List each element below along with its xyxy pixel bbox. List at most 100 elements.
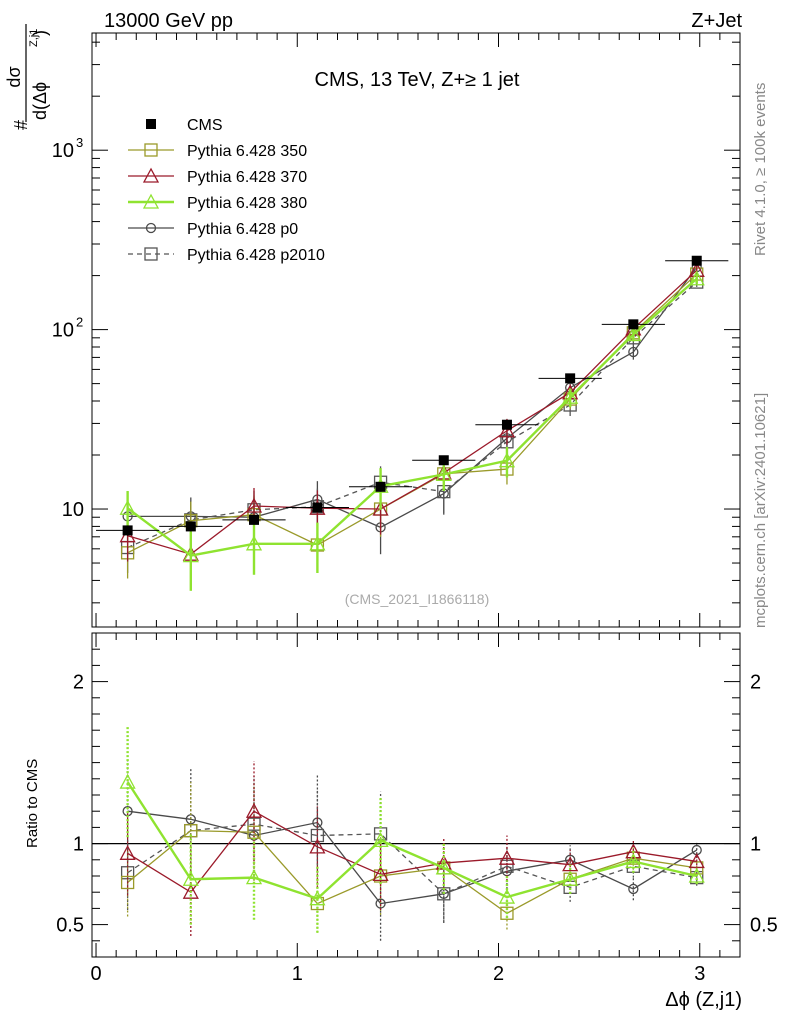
data-point xyxy=(119,499,136,515)
ratio-point xyxy=(309,838,326,854)
y-tick-label: 10 xyxy=(52,140,74,162)
data-point xyxy=(245,497,263,513)
data-point xyxy=(435,466,452,482)
analysis-watermark: (CMS_2021_I1866118) xyxy=(345,591,490,607)
data-point xyxy=(498,422,516,438)
ratio-point xyxy=(435,859,452,875)
legend-marker xyxy=(142,193,160,209)
ratio-point xyxy=(562,870,579,886)
legend-entry: Pythia 6.428 350 xyxy=(128,143,307,160)
ratio-point xyxy=(182,870,199,886)
series-layer xyxy=(96,255,729,941)
legend-entry: Pythia 6.428 p2010 xyxy=(128,247,325,264)
ratio-line xyxy=(127,823,697,895)
ratio-point xyxy=(562,856,579,872)
ratio-tick-label-right: 0.5 xyxy=(750,915,778,937)
ratio-point xyxy=(184,823,198,838)
data-point xyxy=(501,419,512,430)
legend-entry: Pythia 6.428 380 xyxy=(128,193,307,212)
legend-entry: Pythia 6.428 p0 xyxy=(128,221,298,238)
ratio-point xyxy=(119,844,136,860)
data-point xyxy=(562,388,579,404)
ratio-tick-label-left: 0.5 xyxy=(56,915,84,937)
legend-marker xyxy=(142,167,160,183)
x-tick-label: 1 xyxy=(292,963,303,985)
series-line xyxy=(127,269,698,555)
ratio-line xyxy=(127,810,697,894)
ratio-point xyxy=(245,802,263,818)
x-axis-label: Δϕ (Z,j1) xyxy=(665,989,742,1011)
legend-label: CMS xyxy=(187,117,223,134)
data-point xyxy=(628,319,639,330)
ratio-y-axis-label: Ratio to CMS xyxy=(24,759,41,848)
ratio-point xyxy=(247,817,261,831)
data-point xyxy=(628,346,639,358)
data-point xyxy=(375,481,386,492)
ratio-line xyxy=(127,810,698,905)
header-left-label: 13000 GeV pp xyxy=(104,10,233,32)
legend-label: Pythia 6.428 350 xyxy=(187,143,307,160)
data-point xyxy=(249,514,259,525)
y-label-numerator: dσ xyxy=(4,66,24,87)
ratio-point xyxy=(309,890,326,906)
y-tick-label: 10 xyxy=(62,499,84,521)
data-point xyxy=(565,373,576,384)
series-pythia-6-428-380 xyxy=(119,270,705,933)
ratio-line xyxy=(127,829,697,915)
data-point xyxy=(185,521,196,532)
data-point xyxy=(688,270,705,286)
data-point xyxy=(309,535,326,551)
rivet-version-label: Rivet 4.1.0, ≥ 100k events xyxy=(752,83,769,256)
ratio-tick-label-right: 1 xyxy=(750,834,761,856)
ratio-point xyxy=(182,883,199,899)
legend-label: Pythia 6.428 p0 xyxy=(187,221,298,238)
data-point xyxy=(312,502,323,513)
series-line xyxy=(127,281,698,549)
series-cms-data xyxy=(96,255,729,536)
y-label-close-paren: ) xyxy=(30,30,50,36)
ratio-point xyxy=(625,853,642,869)
ratio-tick-label-left: 2 xyxy=(73,672,84,694)
ratio-point xyxy=(498,849,516,865)
ratio-point xyxy=(372,866,389,882)
y-label-superscript: Z,j1 xyxy=(28,29,40,47)
legend-marker xyxy=(144,143,158,157)
legend-label: Pythia 6.428 370 xyxy=(187,169,307,186)
ratio-point xyxy=(688,853,705,869)
ratio-plot-frame xyxy=(91,632,741,958)
y-tick-exponent: 2 xyxy=(76,315,83,330)
ratio-point xyxy=(625,843,642,859)
plot-title: CMS, 13 TeV, Z+≥ 1 jet xyxy=(315,69,520,91)
legend-marker xyxy=(145,222,157,234)
legend-label: Pythia 6.428 380 xyxy=(187,195,307,212)
mcplots-label: mcplots.cern.ch [arXiv:2401.10621] xyxy=(752,393,769,628)
ratio-point xyxy=(688,867,705,883)
x-tick-label: 3 xyxy=(694,963,705,985)
y-tick-exponent: 3 xyxy=(76,135,83,150)
data-point xyxy=(498,452,516,468)
legend: CMS Pythia 6.428 350 Pythia 6.428 370 Pythi… xyxy=(128,117,325,264)
ratio-tick-label-right: 2 xyxy=(750,672,761,694)
data-point xyxy=(122,525,133,536)
ratio-point xyxy=(372,831,389,848)
y-tick-label: 10 xyxy=(52,320,74,342)
data-point xyxy=(438,455,449,466)
x-tick-label: 0 xyxy=(90,963,101,985)
ratio-point xyxy=(119,773,136,789)
ratio-line xyxy=(126,781,698,901)
y-axis-label: # dσ d(Δϕ Z,j1 ) xyxy=(4,24,50,130)
legend-marker xyxy=(144,247,158,261)
ratio-point xyxy=(120,875,135,890)
legend-label: Pythia 6.428 p2010 xyxy=(187,247,325,264)
data-point xyxy=(182,547,199,563)
series-line xyxy=(127,266,698,529)
x-tick-label: 2 xyxy=(493,963,504,985)
data-point xyxy=(625,326,642,342)
data-point xyxy=(245,535,263,551)
header-right-label: Z+Jet xyxy=(691,10,742,32)
legend-marker xyxy=(146,119,156,129)
data-point xyxy=(372,500,389,516)
y-label-hash: # xyxy=(11,120,31,130)
